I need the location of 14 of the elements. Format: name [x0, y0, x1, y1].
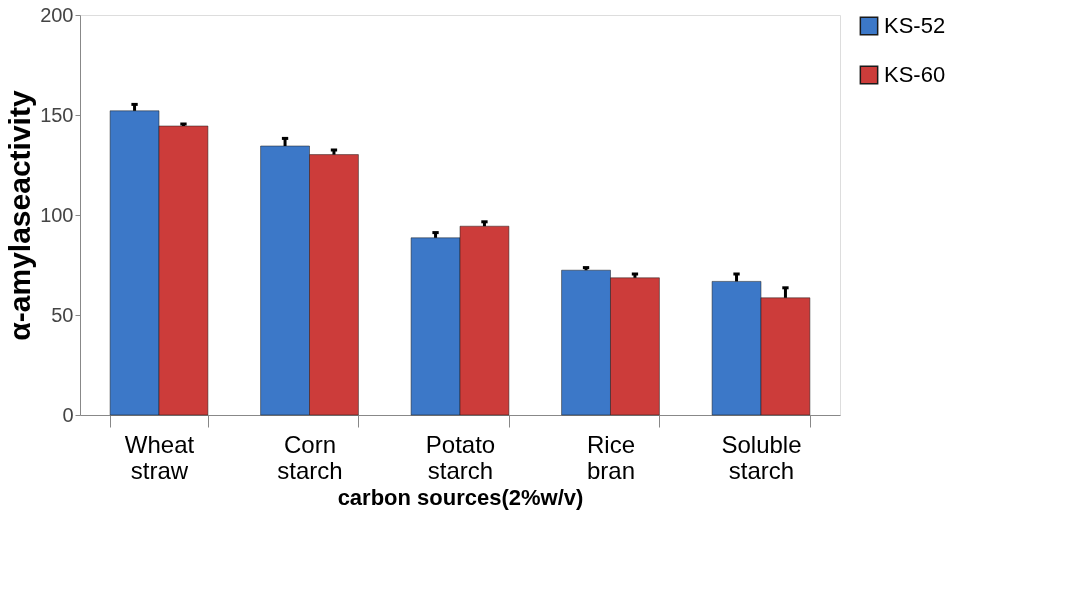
- legend-label: KS-60: [884, 62, 946, 87]
- x-tick-label: Potato starch: [425, 430, 496, 484]
- x-tick-label: Wheat straw: [124, 430, 195, 484]
- y-tick-label: 50: [51, 303, 74, 326]
- legend-label: KS-52: [884, 13, 946, 38]
- y-tick-label: 150: [40, 103, 74, 126]
- y-axis-title: α-amylaseactivity: [3, 90, 37, 341]
- y-tick-label: 200: [40, 3, 74, 26]
- x-tick-label: Corn starch: [277, 430, 343, 484]
- y-tick-label: 0: [62, 403, 74, 426]
- x-axis-title: carbon sources(2%w/v): [337, 484, 584, 510]
- y-tick-label: 100: [40, 203, 74, 226]
- x-tick-label: Rice bran: [586, 430, 636, 484]
- x-tick-label: Soluble starch: [721, 430, 802, 484]
